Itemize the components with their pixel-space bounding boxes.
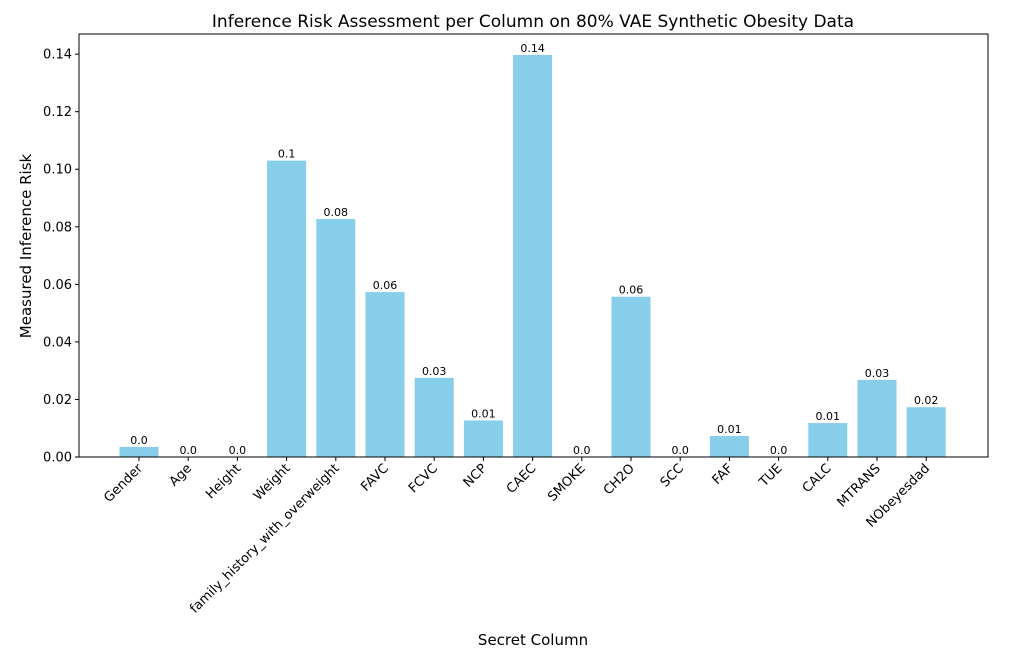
data-label: 0.01 (471, 407, 496, 420)
y-tick-label: 0.02 (43, 393, 72, 408)
y-tick-label: 0.10 (43, 163, 72, 178)
data-label: 0.1 (278, 148, 296, 161)
x-tick-label: FAF (710, 461, 737, 488)
data-label: 0.06 (619, 284, 644, 297)
x-tick-label: Gender (101, 461, 146, 506)
data-label: 0.06 (373, 279, 398, 292)
x-tick-label: CALC (800, 461, 835, 496)
data-label: 0.14 (520, 42, 545, 55)
data-label: 0.0 (179, 444, 197, 457)
x-tick-label: FAVC (358, 461, 391, 494)
data-label: 0.0 (573, 444, 591, 457)
y-axis: 0.00 0.02 0.04 0.06 0.08 0.10 0.12 0.14 (43, 48, 79, 466)
data-label: 0.0 (130, 434, 148, 447)
bar-caec (513, 55, 553, 457)
x-axis-label: Secret Column (478, 631, 588, 649)
bar-weight (267, 160, 307, 457)
bar-ch2o (611, 296, 651, 457)
x-axis: Gender Age Height Weightfamily_history_with… (101, 457, 933, 617)
bars-group: 0.0 0.0 0.0 0.1 0.08 0.06 0.03 0.01 0.14 0.0 0.06 0… (119, 42, 946, 457)
y-tick-label: 0.04 (43, 335, 72, 350)
bar-mtrans (857, 379, 897, 457)
x-tick-label: CAEC (504, 461, 540, 497)
bar-gender (119, 446, 159, 457)
x-tick-label: SMOKE (545, 461, 588, 504)
x-tick-label: TUE (756, 461, 785, 490)
data-label: 0.0 (770, 444, 788, 457)
data-label: 0.01 (717, 423, 742, 436)
bar-calc (808, 423, 848, 457)
data-label: 0.0 (229, 444, 247, 457)
x-tick-label: NCP (461, 461, 491, 491)
bar-family-history-with-overweight (316, 219, 356, 457)
x-tick-label: CH2O (601, 461, 638, 498)
bar-favc (365, 292, 405, 457)
y-tick-label: 0.08 (43, 220, 72, 235)
y-axis-label: Measured Inference Risk (17, 153, 35, 338)
data-label: 0.03 (422, 365, 447, 378)
data-label: 0.03 (865, 367, 890, 380)
chart-title: Inference Risk Assessment per Column on … (212, 12, 854, 32)
data-label: 0.02 (914, 394, 939, 407)
bar-fcvc (414, 377, 454, 457)
bar-nobeyesdad (906, 407, 946, 457)
x-tick-label: Age (167, 461, 195, 489)
x-tick-label: Weight (251, 461, 294, 504)
plot-frame (78, 33, 989, 458)
bar-ncp (463, 420, 503, 457)
y-tick-label: 0.06 (43, 278, 72, 293)
y-tick-label: 0.00 (43, 451, 72, 466)
data-label: 0.08 (324, 206, 349, 219)
data-label: 0.0 (671, 444, 689, 457)
y-tick-label: 0.14 (43, 48, 72, 63)
x-tick-label: MTRANS (835, 461, 884, 510)
x-tick-label: SCC (658, 461, 687, 490)
bar-faf (709, 435, 749, 457)
x-tick-label: FCVC (406, 461, 441, 496)
data-label: 0.01 (816, 410, 841, 423)
x-tick-label: Height (203, 461, 244, 502)
y-tick-label: 0.12 (43, 105, 72, 120)
